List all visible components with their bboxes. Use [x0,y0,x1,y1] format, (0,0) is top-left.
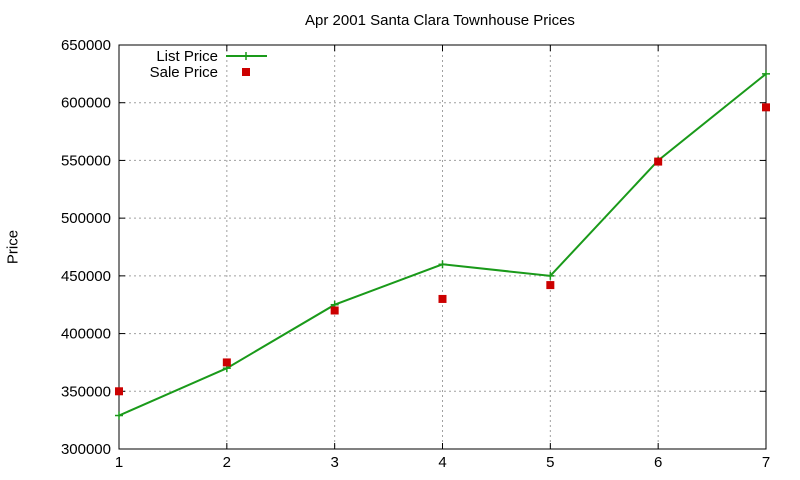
x-tick-label: 4 [438,454,446,471]
x-tick-label: 2 [223,454,231,471]
x-tick-label: 6 [654,454,662,471]
list-price-point [438,260,447,269]
legend-marker-list-price [242,52,250,60]
y-tick-label: 400000 [61,326,111,343]
list-price-point [546,271,555,280]
x-tick-label: 1 [115,454,123,471]
sale-price-point [762,103,770,112]
list-price-point [762,69,770,78]
y-tick-label: 300000 [61,441,111,458]
y-tick-label: 600000 [61,95,111,112]
x-tick-label: 7 [762,454,770,471]
chart-title: Apr 2001 Santa Clara Townhouse Prices [305,12,575,29]
sale-price-point [115,387,123,396]
sale-price-point [330,306,339,315]
y-tick-label: 450000 [61,268,111,285]
y-tick-label: 550000 [61,152,111,169]
x-tick-label: 3 [330,454,338,471]
sale-price-point [222,358,231,367]
y-tick-label: 650000 [61,37,111,54]
y-tick-label: 350000 [61,383,111,400]
legend-marker-sale-price [242,68,250,76]
list-price-point [115,411,123,420]
legend-label-list-price: List Price [156,48,218,65]
sale-price-point [546,281,555,290]
sale-price-point [654,157,663,166]
y-tick-label: 500000 [61,210,111,227]
x-tick-label: 5 [546,454,554,471]
legend-label-sale-price: Sale Price [150,64,218,81]
sale-price-point [438,294,447,303]
